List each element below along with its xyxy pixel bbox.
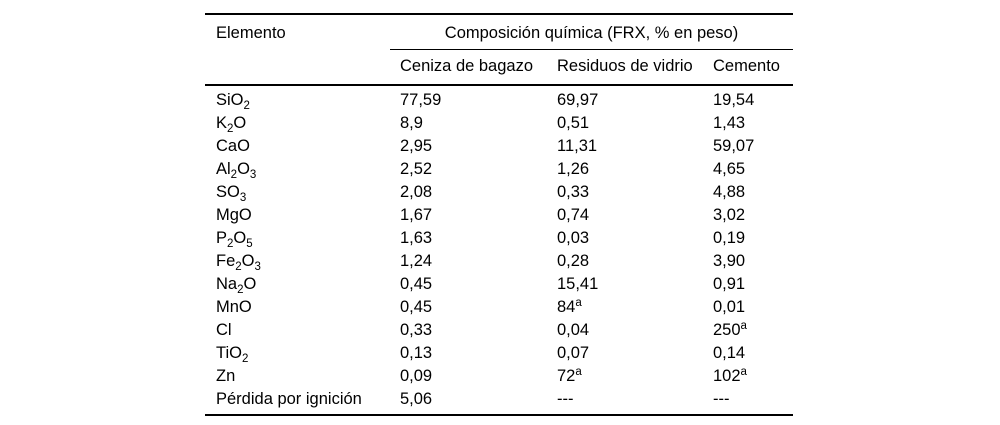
element-cell: Fe2O3	[216, 252, 261, 273]
value-cell: 0,04	[557, 321, 590, 339]
group-header-composicion-quimica: Composición química (FRX, % en peso)	[390, 14, 794, 50]
value-cell: 4,65	[713, 160, 746, 178]
column-header-cemento: Cemento	[703, 49, 794, 86]
element-cell: P2O5	[216, 229, 253, 250]
value-cell: 3,90	[713, 252, 746, 270]
value-cell: 0,45	[400, 298, 433, 316]
table-row: TiO2 0,13 0,07 0,14	[205, 342, 793, 365]
value-cell: 5,06	[400, 390, 433, 408]
value-cell: 3,02	[713, 206, 746, 224]
value-cell: 250a	[713, 320, 747, 339]
value-cell: 0,74	[557, 206, 590, 224]
column-header-elemento: Elemento	[216, 24, 286, 42]
value-cell: 0,14	[713, 344, 746, 362]
value-cell: 0,51	[557, 114, 590, 132]
value-cell: 0,28	[557, 252, 590, 270]
element-cell: Zn	[216, 367, 236, 385]
column-header-ceniza-de-bagazo: Ceniza de bagazo	[390, 49, 547, 86]
element-cell: Na2O	[216, 275, 257, 296]
value-cell: 8,9	[400, 114, 423, 132]
empty-header-cell	[205, 49, 390, 86]
value-cell: 1,24	[400, 252, 433, 270]
table-row: SiO2 77,59 69,97 19,54	[205, 85, 793, 112]
element-cell: TiO2	[216, 344, 249, 365]
value-cell: 0,91	[713, 275, 746, 293]
value-cell: 0,03	[557, 229, 590, 247]
value-cell: 2,52	[400, 160, 433, 178]
table-body: SiO2 77,59 69,97 19,54 K2O 8,9 0,51 1,43 CaO 2,95…	[205, 85, 793, 415]
element-cell: CaO	[216, 137, 250, 155]
value-cell: 84a	[557, 297, 582, 316]
element-cell: SiO2	[216, 91, 250, 112]
table-row: MgO 1,67 0,74 3,02	[205, 204, 793, 227]
value-cell: ---	[557, 390, 574, 408]
value-cell: 0,09	[400, 367, 433, 385]
table-row: Cl 0,33 0,04 250a	[205, 319, 793, 342]
value-cell: 0,07	[557, 344, 590, 362]
value-cell: 0,33	[557, 183, 590, 201]
value-cell: 102a	[713, 366, 747, 385]
element-cell: Cl	[216, 321, 232, 339]
table-row: CaO 2,95 11,31 59,07	[205, 135, 793, 158]
value-cell: 69,97	[557, 91, 599, 109]
composition-table: Elemento Composición química (FRX, % en …	[205, 13, 794, 416]
value-cell: 0,45	[400, 275, 433, 293]
table-row: Na2O 0,45 15,41 0,91	[205, 273, 793, 296]
column-header-residuos-de-vidrio: Residuos de vidrio	[547, 49, 703, 86]
element-cell: Al2O3	[216, 160, 257, 181]
value-cell: 11,31	[557, 137, 598, 155]
value-cell: 4,88	[713, 183, 746, 201]
table-row: Zn 0,09 72a 102a	[205, 365, 793, 388]
table-row: Pérdida por ignición 5,06 --- ---	[205, 388, 793, 415]
value-cell: 1,26	[557, 160, 590, 178]
value-cell: 2,95	[400, 137, 433, 155]
value-cell: 19,54	[713, 91, 755, 109]
header-row-group: Elemento Composición química (FRX, % en …	[205, 14, 794, 50]
element-cell: K2O	[216, 114, 247, 135]
value-cell: ---	[713, 390, 730, 408]
table-row: MnO 0,45 84a 0,01	[205, 296, 793, 319]
value-cell: 59,07	[713, 137, 755, 155]
table-row: Al2O3 2,52 1,26 4,65	[205, 158, 793, 181]
value-cell: 0,33	[400, 321, 433, 339]
value-cell: 1,43	[713, 114, 746, 132]
value-cell: 0,19	[713, 229, 746, 247]
table-row: K2O 8,9 0,51 1,43	[205, 112, 793, 135]
table-row: P2O5 1,63 0,03 0,19	[205, 227, 793, 250]
value-cell: 1,63	[400, 229, 433, 247]
value-cell: 15,41	[557, 275, 599, 293]
table-row: Fe2O3 1,24 0,28 3,90	[205, 250, 793, 273]
value-cell: 2,08	[400, 183, 433, 201]
element-cell: SO3	[216, 183, 247, 204]
element-cell: MgO	[216, 206, 252, 224]
element-cell: MnO	[216, 298, 252, 316]
value-cell: 72a	[557, 366, 582, 385]
value-cell: 77,59	[400, 91, 442, 109]
value-cell: 0,13	[400, 344, 433, 362]
table-row: SO3 2,08 0,33 4,88	[205, 181, 793, 204]
value-cell: 0,01	[713, 298, 746, 316]
value-cell: 1,67	[400, 206, 433, 224]
element-cell: Pérdida por ignición	[216, 390, 362, 408]
header-row-materials: Ceniza de bagazo Residuos de vidrio Ceme…	[205, 49, 794, 86]
